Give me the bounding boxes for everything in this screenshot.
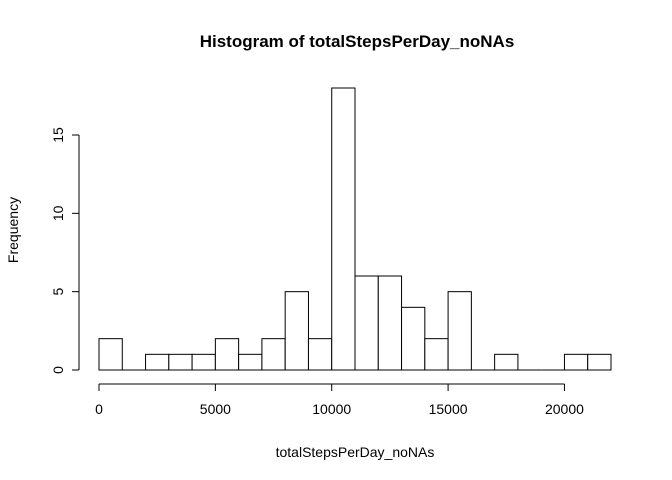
histogram-bar (331, 87, 356, 371)
histogram-bar (214, 338, 240, 371)
x-tick-label: 15000 (429, 401, 468, 417)
y-tick-label: 5 (50, 288, 66, 296)
chart-title: Histogram of totalStepsPerDay_noNAs (200, 32, 515, 51)
histogram-bar (284, 291, 309, 371)
histogram-bar (145, 353, 170, 371)
bars-group (98, 87, 612, 371)
histogram-bar (238, 353, 263, 371)
x-tick-label: 20000 (545, 401, 584, 417)
histogram-bar (587, 353, 612, 371)
y-axis: 0 5 10 15 (50, 127, 80, 374)
histogram-bar (307, 338, 333, 371)
y-axis-label: Frequency (5, 197, 21, 263)
y-tick-label: 10 (50, 205, 66, 221)
x-axis: 0 5000 10000 15000 20000 (95, 383, 584, 417)
histogram-bar (424, 338, 449, 371)
x-tick-label: 10000 (312, 401, 351, 417)
x-axis-label: totalStepsPerDay_noNAs (276, 444, 435, 460)
y-tick-label: 0 (50, 366, 66, 374)
histogram-bar (168, 353, 193, 371)
histogram-bar (191, 353, 216, 371)
histogram-bar (447, 291, 472, 371)
histogram-bar (98, 338, 123, 371)
histogram-bar (377, 275, 403, 371)
x-tick-label: 5000 (200, 401, 231, 417)
x-tick-label: 0 (95, 401, 103, 417)
histogram-bar (261, 338, 286, 371)
histogram-bar (563, 353, 589, 371)
histogram-bar (494, 353, 519, 371)
y-tick-label: 15 (50, 127, 66, 143)
histogram-bar (354, 275, 379, 371)
histogram-bar (401, 306, 426, 371)
